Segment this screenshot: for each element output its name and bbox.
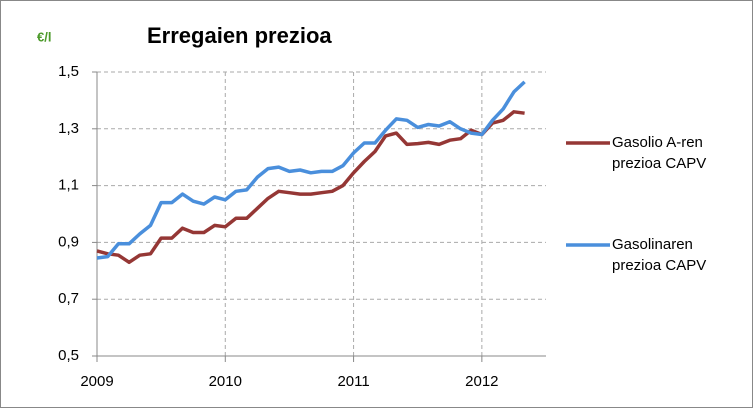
y-tick-label: 1,1 — [58, 177, 79, 194]
y-tick-label: 1,5 — [58, 63, 79, 80]
x-tick-label: 2009 — [80, 373, 113, 390]
series-line — [96, 110, 525, 265]
x-tick-label: 2010 — [209, 373, 242, 390]
y-tick-label: 1,3 — [58, 120, 79, 137]
chart-title: Erregaien prezioa — [147, 23, 332, 48]
x-tick-label: 2012 — [465, 373, 498, 390]
x-tick-label: 2011 — [337, 373, 369, 390]
y-axis-label: €/l — [37, 29, 51, 44]
legend-label: Gasolio A-ren prezioa CAPV — [612, 134, 707, 172]
legend-label: Gasolinaren prezioa CAPV — [612, 236, 707, 274]
y-tick-label: 0,5 — [58, 347, 79, 364]
series-line — [96, 80, 526, 260]
y-tick-label: 0,9 — [58, 233, 79, 250]
y-tick-label: 0,7 — [58, 290, 79, 307]
